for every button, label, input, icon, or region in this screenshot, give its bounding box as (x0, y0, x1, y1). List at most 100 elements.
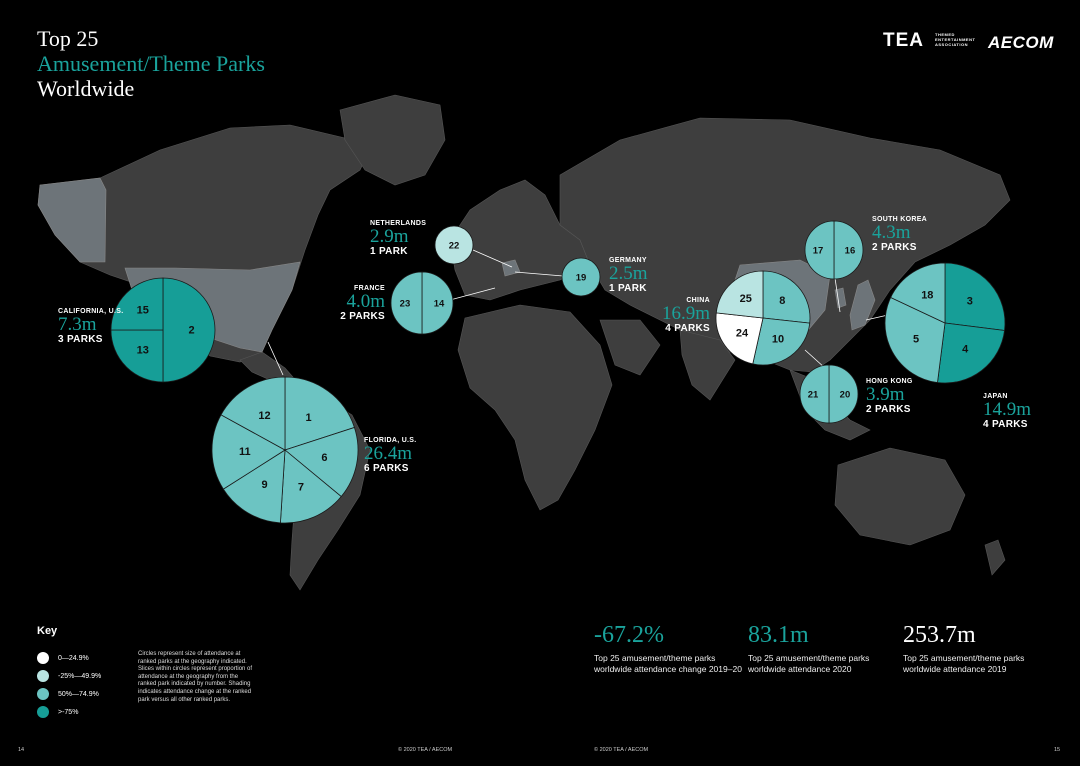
land-korea-region (834, 287, 847, 309)
page-title: Top 25 Amusement/Theme Parks Worldwide (37, 26, 265, 101)
copyright-right: © 2020 TEA / AECOM (594, 747, 649, 753)
legend-item: >-75% (37, 706, 78, 718)
label-hong-kong: HONG KONG 3.9m 2 PARKS (866, 378, 913, 415)
region-park-count: 3 PARKS (58, 334, 103, 345)
region-attendance: 4.0m (346, 291, 385, 312)
pie-slice-label: 8 (779, 295, 785, 307)
pie-slice-label: 24 (736, 328, 749, 340)
pie-slice-rank-2 (162, 277, 216, 383)
pie-slice-label: 22 (449, 241, 460, 252)
pie-slice-label: 1 (306, 412, 312, 424)
pie-charts: 2131516791112221423198102425161720213451… (110, 220, 1006, 524)
label-germany: GERMANY 2.5m 1 PARK (609, 257, 648, 294)
leader-france (449, 287, 496, 301)
copyright-left: © 2020 TEA / AECOM (398, 747, 453, 753)
title-line-2: Amusement/Theme Parks (37, 51, 265, 76)
label-netherlands: NETHERLANDS 2.9m 1 PARK (370, 220, 426, 257)
pie-slice-rank-20 (828, 364, 859, 424)
region-name: CALIFORNIA, U.S. (58, 308, 124, 315)
region-attendance: 2.5m (609, 263, 648, 284)
stat-attendance-change: -67.2% Top 25 amusement/theme parks worl… (594, 622, 744, 674)
pie-slice-rank-8 (762, 270, 811, 324)
legend-label: 50%—74.9% (58, 690, 99, 698)
pie-slice-label: 13 (137, 345, 149, 357)
legend-title: Key (37, 625, 58, 637)
pie-slice-label: 10 (772, 334, 784, 346)
pie-slice-rank-19 (561, 257, 601, 297)
pie-california: 2 13 15 (110, 277, 216, 383)
label-california: CALIFORNIA, U.S. 7.3m 3 PARKS (58, 308, 123, 345)
region-attendance: 7.3m (58, 314, 97, 335)
region-park-count: 2 PARKS (866, 404, 911, 415)
pie-slice-rank-6 (284, 426, 359, 498)
legend-swatch-medium-aqua (37, 688, 49, 700)
stat-value: 253.7m (903, 622, 976, 648)
pie-slice-label: 14 (434, 299, 445, 310)
pie-slice-label: 23 (400, 299, 411, 310)
stat-value: 83.1m (748, 622, 809, 648)
pie-slice-label: 15 (137, 304, 149, 316)
pie-slice-rank-11 (211, 414, 286, 490)
pie-slice-rank-22 (434, 225, 474, 265)
region-name: JAPAN (983, 393, 1008, 400)
region-park-count: 4 PARKS (983, 419, 1028, 430)
pie-slice-label: 3 (967, 296, 973, 308)
region-name: GERMANY (609, 257, 647, 264)
legend-swatch-light-aqua (37, 670, 49, 682)
region-name: NETHERLANDS (370, 220, 427, 227)
pie-slice-label: 9 (261, 479, 267, 491)
land-australia (834, 447, 966, 546)
pie-slice-label: 7 (298, 481, 304, 493)
pie-slice-label: 6 (321, 452, 327, 464)
pie-slice-label: 20 (840, 390, 851, 401)
stat-value: -67.2% (594, 622, 664, 648)
pie-slice-rank-18 (890, 262, 946, 324)
region-attendance: 14.9m (983, 399, 1032, 420)
region-name: SOUTH KOREA (872, 216, 928, 223)
legend-label: 0—24.9% (58, 654, 89, 662)
region-name: CHINA (686, 297, 710, 304)
stat-attendance-2020: 83.1m Top 25 amusement/theme parks world… (748, 622, 898, 674)
tea-logo-subtitle: THEMED ENTERTAINMENT ASSOCIATION (935, 32, 976, 47)
leader-japan (865, 314, 889, 321)
pie-slice-rank-14 (421, 271, 454, 335)
pie-japan: 3 4 5 18 (884, 262, 1006, 384)
stat-label: Top 25 amusement/theme parks worldwide a… (903, 653, 1025, 674)
region-park-count: 6 PARKS (364, 463, 409, 474)
pie-slice-label: 16 (845, 246, 856, 257)
aecom-logo: AECOM (988, 33, 1054, 52)
label-france: FRANCE 4.0m 2 PARKS (300, 285, 385, 322)
pie-slice-label: 2 (189, 325, 195, 337)
land-asia (559, 117, 1011, 373)
region-attendance: 4.3m (872, 222, 911, 243)
region-park-count: 1 PARK (609, 283, 647, 294)
leader-south-korea (834, 277, 841, 313)
region-name: FLORIDA, U.S. (364, 437, 417, 444)
stat-label: Top 25 amusement/theme parks worldwide a… (594, 653, 742, 674)
land-greenland (339, 94, 446, 186)
leader-germany (514, 271, 564, 277)
leader-netherlands (472, 249, 513, 268)
title-line-1: Top 25 (37, 26, 99, 51)
land-arabia (599, 319, 661, 376)
legend-label: >-75% (58, 708, 79, 716)
region-attendance: 2.9m (370, 226, 409, 247)
pie-slice-label: 21 (808, 390, 819, 401)
region-attendance: 26.4m (364, 443, 413, 464)
legend-item: -25%—49.9% (37, 670, 101, 682)
region-attendance: 3.9m (866, 384, 905, 405)
pie-slice-rank-7 (279, 449, 342, 524)
tea-logo-text: TEA (883, 30, 924, 51)
leader-hong-kong (804, 349, 826, 369)
pie-slice-label: 12 (258, 410, 270, 422)
pie-slice-rank-4 (937, 322, 1005, 384)
legend-swatch-teal (37, 706, 49, 718)
pie-slice-label: 5 (913, 333, 919, 345)
region-park-count: 2 PARKS (872, 242, 917, 253)
pie-slice-rank-24 (715, 312, 764, 365)
leader-florida (267, 341, 284, 376)
leader-lines (267, 249, 889, 376)
label-south-korea: SOUTH KOREA 4.3m 2 PARKS (872, 216, 927, 253)
